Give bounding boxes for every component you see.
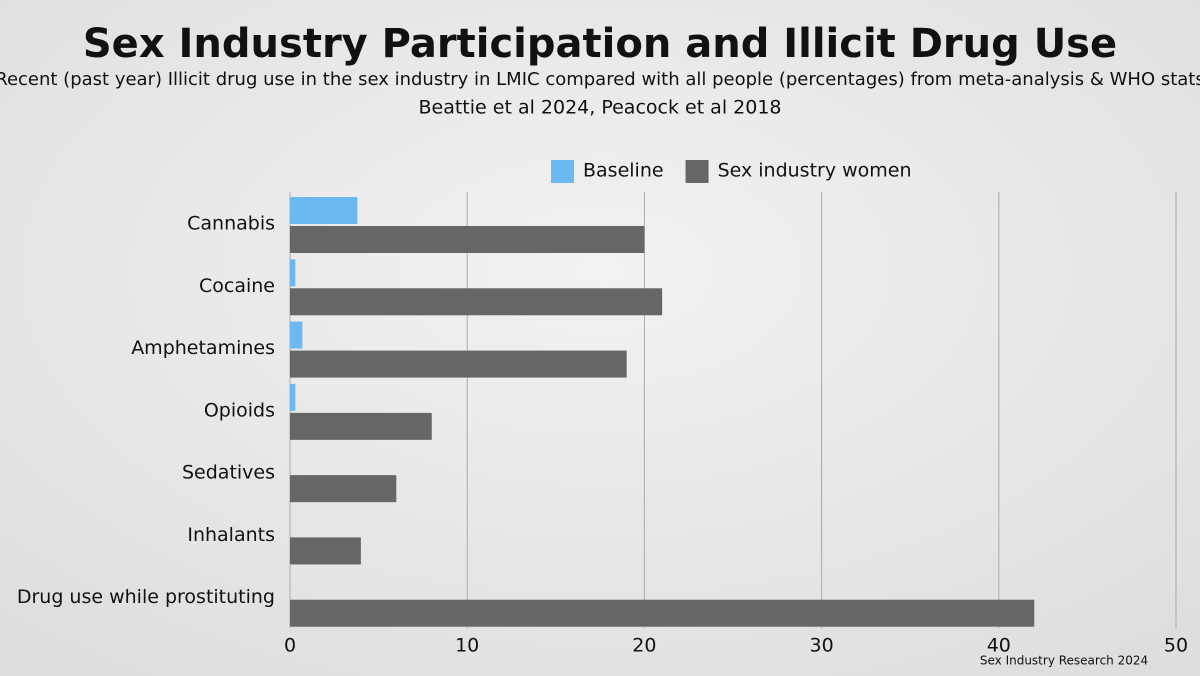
bar bbox=[290, 197, 358, 224]
y-tick-label: Cannabis bbox=[187, 213, 275, 235]
bar bbox=[290, 226, 645, 253]
legend-label: Sex industry women bbox=[718, 160, 912, 182]
x-tick-label: 40 bbox=[987, 635, 1011, 657]
subtitle: Beattie et al 2024, Peacock et al 2018 bbox=[418, 97, 781, 119]
bar bbox=[290, 259, 296, 287]
x-tick-label: 30 bbox=[810, 635, 834, 657]
bar bbox=[290, 350, 627, 378]
bar bbox=[290, 412, 432, 440]
x-tick-label: 20 bbox=[632, 635, 656, 657]
subtitle: Recent (past year) Illicit drug use in t… bbox=[0, 69, 1200, 90]
chart-title: Sex Industry Participation and Illicit D… bbox=[83, 21, 1117, 67]
bar bbox=[290, 321, 303, 349]
y-tick-label: Inhalants bbox=[187, 524, 275, 546]
bar bbox=[290, 537, 361, 565]
y-tick-label: Cocaine bbox=[199, 275, 275, 297]
y-tick-label: Sedatives bbox=[182, 462, 275, 484]
y-tick-label: Drug use while prostituting bbox=[17, 586, 275, 608]
bar bbox=[290, 475, 397, 503]
legend-swatch bbox=[685, 160, 709, 183]
footnote: Sex Industry Research 2024 bbox=[980, 654, 1148, 668]
x-tick-label: 0 bbox=[284, 635, 296, 657]
x-tick-label: 10 bbox=[455, 635, 479, 657]
legend-swatch bbox=[551, 160, 574, 183]
x-tick-label: 50 bbox=[1164, 635, 1188, 657]
bar bbox=[290, 383, 296, 411]
legend-label: Baseline bbox=[583, 160, 664, 182]
bar bbox=[290, 599, 1035, 627]
y-tick-label: Amphetamines bbox=[131, 337, 275, 359]
y-tick-label: Opioids bbox=[204, 399, 275, 421]
bar bbox=[290, 288, 663, 316]
